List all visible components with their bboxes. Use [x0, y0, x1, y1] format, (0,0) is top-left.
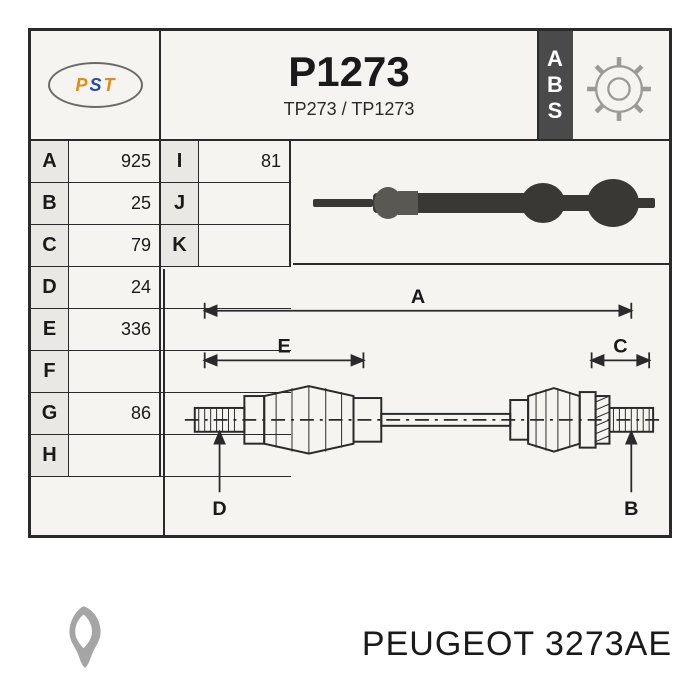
brand-oval-icon: P S T	[48, 62, 143, 108]
spec-row: A 925 I 81	[31, 141, 291, 183]
logo-cell: P S T	[31, 31, 161, 139]
title-cell: P1273 TP273 / TP1273	[161, 31, 539, 139]
logo-letter: T	[104, 75, 115, 96]
spec-row: B 25 J	[31, 183, 291, 225]
part-number: P1273	[288, 51, 409, 93]
spec-label: E	[31, 309, 69, 350]
spec-label: F	[31, 351, 69, 392]
spec-value: 79	[69, 225, 161, 266]
dim-label-e: E	[277, 335, 290, 357]
spec-value: 24	[69, 267, 161, 308]
logo-letter: P	[75, 75, 87, 96]
spec-label: D	[31, 267, 69, 308]
spec-label: I	[161, 141, 199, 182]
spec-value	[69, 435, 161, 476]
spec-value: 925	[69, 141, 161, 182]
dim-label-d: D	[212, 498, 226, 520]
spec-value	[199, 183, 291, 224]
spec-label: C	[31, 225, 69, 266]
spec-label: G	[31, 393, 69, 434]
spec-label: J	[161, 183, 199, 224]
abs-label: ABS	[539, 31, 573, 139]
header-row: P S T P1273 TP273 / TP1273 ABS	[31, 31, 669, 141]
logo-letter: S	[90, 75, 102, 96]
spec-row: C 79 K	[31, 225, 291, 267]
dim-label-c: C	[613, 335, 627, 357]
caption: PEUGEOT 3273AE	[362, 625, 672, 664]
spec-label: B	[31, 183, 69, 224]
spec-value	[69, 351, 161, 392]
axle-photo-icon	[293, 143, 669, 263]
spec-label: H	[31, 435, 69, 476]
spec-card: P S T P1273 TP273 / TP1273 ABS	[28, 28, 672, 538]
spec-value	[199, 225, 291, 266]
spec-value: 86	[69, 393, 161, 434]
caption-code: 3273AE	[545, 625, 672, 663]
spec-value: 81	[199, 141, 291, 182]
product-photo	[293, 143, 669, 265]
abs-cell: ABS	[539, 31, 669, 139]
spec-value: 25	[69, 183, 161, 224]
gear-icon	[579, 49, 659, 129]
spec-label: K	[161, 225, 199, 266]
spec-label: A	[31, 141, 69, 182]
caption-brand: PEUGEOT	[362, 625, 535, 663]
peugeot-lion-icon	[50, 602, 120, 672]
spec-value: 336	[69, 309, 161, 350]
dim-label-b: B	[624, 498, 638, 520]
sub-number: TP273 / TP1273	[284, 99, 415, 120]
dim-label-a: A	[411, 286, 425, 308]
technical-drawing: A E C	[163, 269, 669, 535]
